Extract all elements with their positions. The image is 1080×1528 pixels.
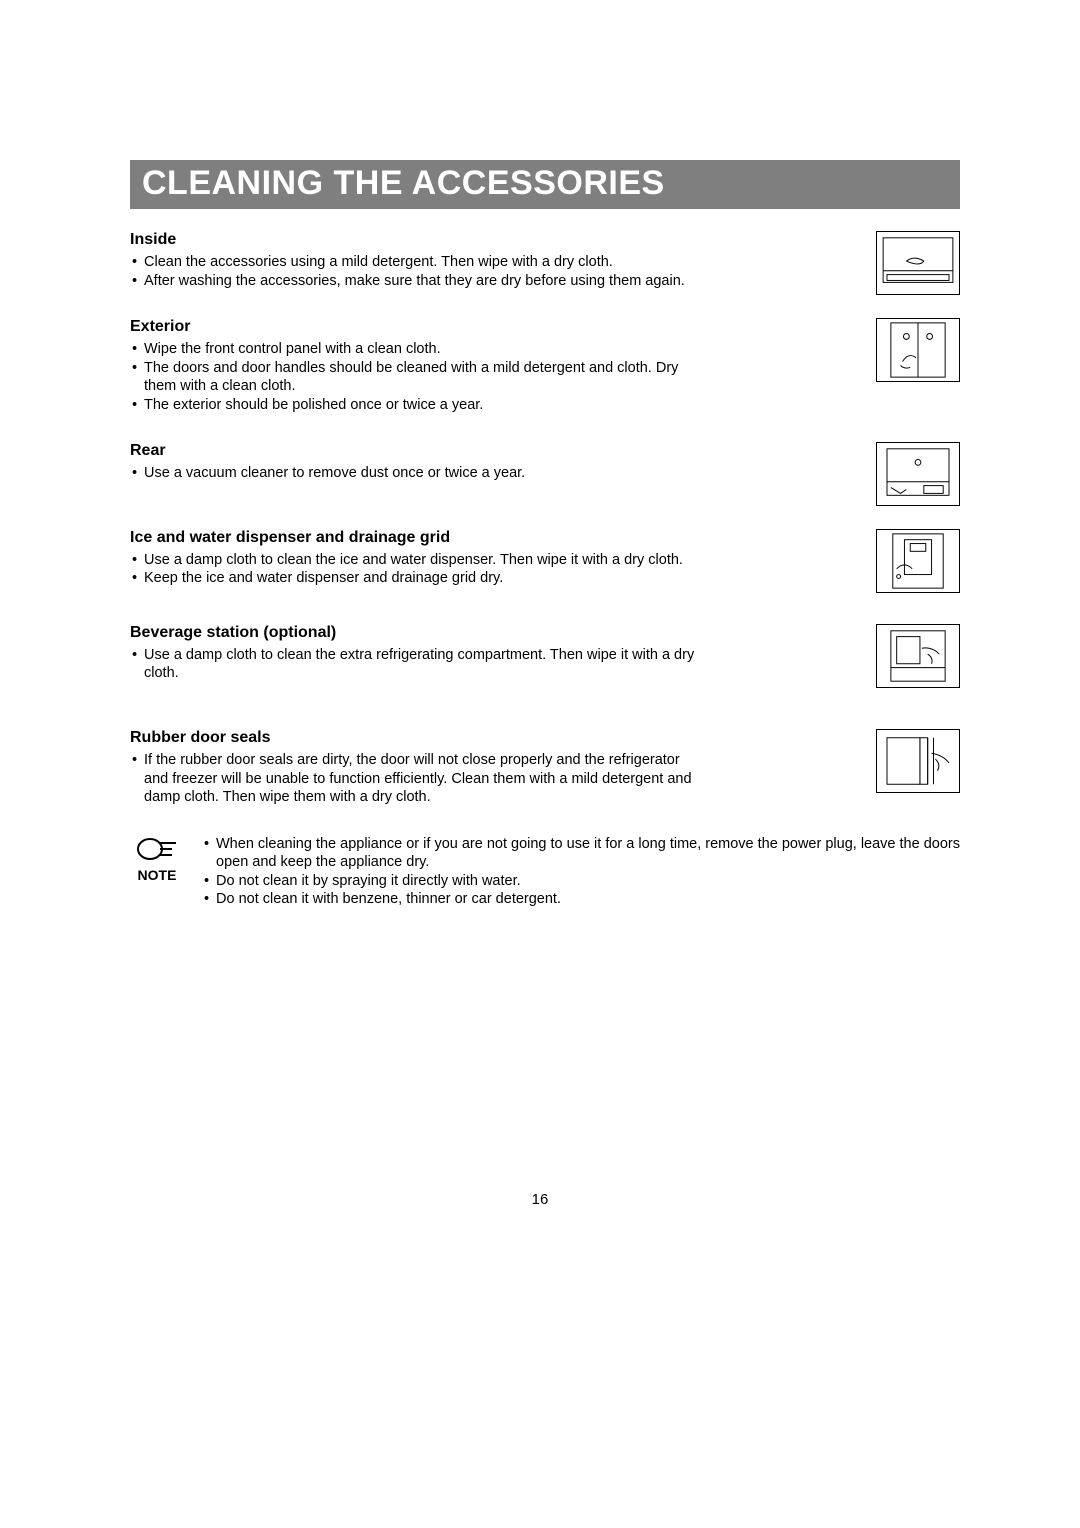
list-item: Keep the ice and water dispenser and dra…	[130, 569, 700, 588]
list-item: Use a vacuum cleaner to remove dust once…	[130, 464, 700, 483]
illustration-exterior	[876, 318, 960, 382]
list-item: Wipe the front control panel with a clea…	[130, 340, 700, 359]
section-inside: Inside Clean the accessories using a mil…	[130, 231, 960, 290]
list-item: Clean the accessories using a mild deter…	[130, 253, 700, 272]
heading-inside: Inside	[130, 231, 960, 249]
illustration-inside	[876, 231, 960, 295]
section-seals: Rubber door seals If the rubber door sea…	[130, 729, 960, 807]
note-column: NOTE	[130, 835, 184, 909]
section-dispenser: Ice and water dispenser and drainage gri…	[130, 529, 960, 588]
page-title: CLEANING THE ACCESSORIES	[142, 164, 948, 203]
page-number: 16	[0, 1191, 1080, 1208]
heading-beverage: Beverage station (optional)	[130, 624, 960, 642]
list-inside: Clean the accessories using a mild deter…	[130, 253, 960, 290]
list-item: If the rubber door seals are dirty, the …	[130, 751, 700, 807]
list-rear: Use a vacuum cleaner to remove dust once…	[130, 464, 960, 483]
heading-dispenser: Ice and water dispenser and drainage gri…	[130, 529, 960, 547]
manual-page: CLEANING THE ACCESSORIES Inside Clean th…	[0, 0, 1080, 1528]
list-seals: If the rubber door seals are dirty, the …	[130, 751, 960, 807]
note-list: When cleaning the appliance or if you ar…	[202, 835, 960, 909]
list-dispenser: Use a damp cloth to clean the ice and wa…	[130, 551, 960, 588]
section-exterior: Exterior Wipe the front control panel wi…	[130, 318, 960, 414]
list-beverage: Use a damp cloth to clean the extra refr…	[130, 646, 960, 683]
note-label: NOTE	[130, 867, 184, 883]
heading-exterior: Exterior	[130, 318, 960, 336]
list-item: After washing the accessories, make sure…	[130, 272, 700, 291]
heading-rear: Rear	[130, 442, 960, 460]
note-block: NOTE When cleaning the appliance or if y…	[130, 835, 960, 909]
list-item: The doors and door handles should be cle…	[130, 359, 700, 396]
heading-seals: Rubber door seals	[130, 729, 960, 747]
list-item: Use a damp cloth to clean the ice and wa…	[130, 551, 700, 570]
illustration-rear	[876, 442, 960, 506]
section-beverage: Beverage station (optional) Use a damp c…	[130, 624, 960, 683]
list-item: Do not clean it with benzene, thinner or…	[202, 890, 960, 909]
list-item: When cleaning the appliance or if you ar…	[202, 835, 960, 872]
list-item: Use a damp cloth to clean the extra refr…	[130, 646, 700, 683]
title-bar: CLEANING THE ACCESSORIES	[130, 160, 960, 209]
illustration-beverage	[876, 624, 960, 688]
list-item: The exterior should be polished once or …	[130, 396, 700, 415]
list-item: Do not clean it by spraying it directly …	[202, 872, 960, 891]
note-hand-icon	[136, 835, 178, 863]
illustration-seals	[876, 729, 960, 793]
section-rear: Rear Use a vacuum cleaner to remove dust…	[130, 442, 960, 483]
list-exterior: Wipe the front control panel with a clea…	[130, 340, 960, 414]
illustration-dispenser	[876, 529, 960, 593]
